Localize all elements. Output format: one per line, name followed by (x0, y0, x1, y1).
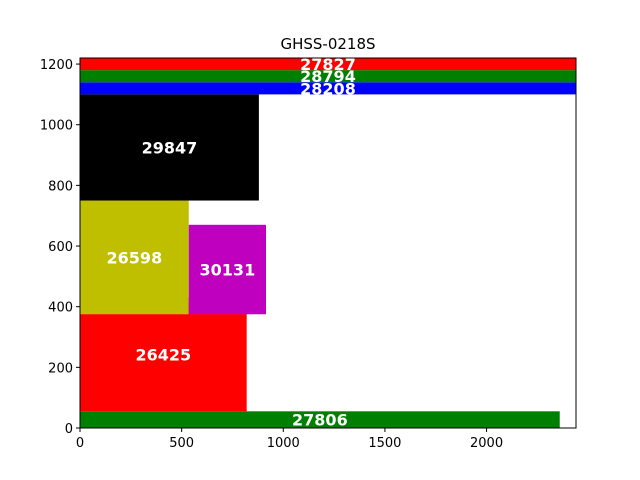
y-tick-label: 800 (48, 179, 73, 194)
x-tick-label: 500 (169, 436, 194, 451)
rect-label-28208: 28208 (300, 79, 356, 98)
x-tick-label: 1500 (368, 436, 401, 451)
rect-label-26425: 26425 (136, 345, 192, 364)
rect-label-27827: 27827 (300, 55, 356, 74)
rect-28208 (80, 82, 576, 95)
rect-29847 (80, 94, 259, 201)
rect-label-30131: 30131 (200, 261, 256, 280)
rect-label-28794: 28794 (300, 67, 356, 86)
y-tick-label: 1000 (40, 119, 73, 134)
x-tick-label: 2000 (470, 436, 503, 451)
rect-27806 (80, 411, 560, 428)
y-tick-label: 200 (48, 361, 73, 376)
rect-label-26598: 26598 (107, 248, 163, 267)
rect-28794 (80, 70, 576, 83)
ticks-layer: 0 500 1000 1500 2000 0 200 400 600 800 1000 1200 (40, 58, 503, 451)
x-tick-label: 1000 (267, 436, 300, 451)
y-tick-label: 1200 (40, 58, 73, 73)
y-tick-label: 400 (48, 301, 73, 316)
chart-title: GHSS-0218S (280, 35, 375, 53)
y-tick-label: 0 (65, 422, 73, 437)
rect-30131 (188, 224, 266, 315)
y-tick-label: 600 (48, 240, 73, 255)
rect-label-29847: 29847 (142, 138, 198, 157)
rect-label-27806: 27806 (292, 411, 348, 430)
rect-27827 (80, 58, 576, 71)
x-tick-label: 0 (76, 436, 84, 451)
plot-frame (79, 57, 577, 429)
rect-26425 (80, 297, 247, 412)
rect-26598 (80, 200, 189, 315)
